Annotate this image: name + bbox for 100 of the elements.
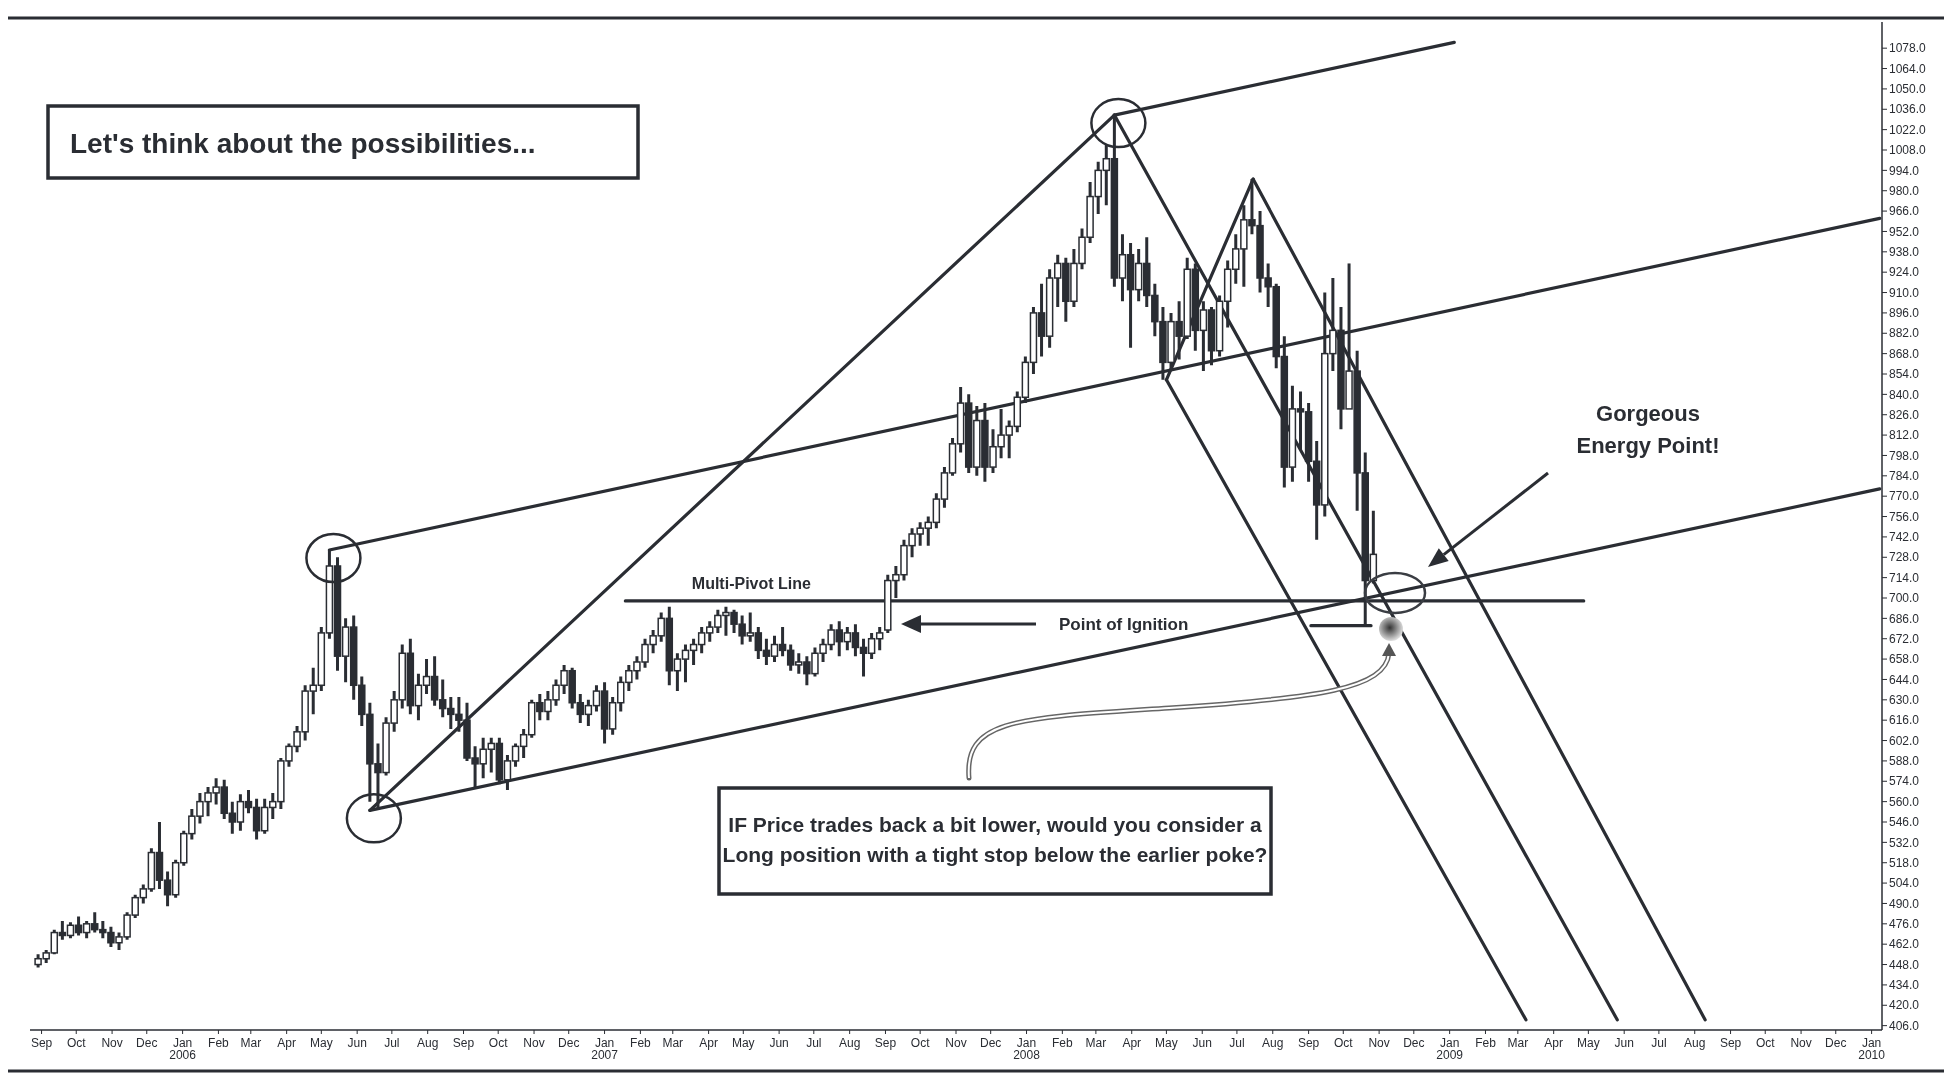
y-tick-label: 406.0 <box>1889 1018 1920 1033</box>
x-tick-label: Sep <box>452 1036 475 1050</box>
x-tick-label: Feb <box>630 1036 652 1050</box>
x-tick-label: Apr <box>699 1036 718 1050</box>
y-tick-label: 1050.0 <box>1889 82 1927 97</box>
x-tick-label: Oct <box>488 1036 509 1050</box>
annotation: IF Price trades back a bit lower, would you consider a Long position with a tight stop below the earlier poke? <box>722 813 1268 866</box>
x-tick-label: May <box>1155 1036 1178 1050</box>
text: Let's think about the possibilities... <box>70 128 536 159</box>
y-tick-label: 574.0 <box>1889 774 1920 789</box>
x-tick-label: Jun <box>1614 1036 1634 1050</box>
y-tick-label: 840.0 <box>1889 387 1920 402</box>
x-tick-label: Jan 2006 <box>169 1036 197 1062</box>
x-tick-label: Aug <box>1262 1036 1284 1050</box>
y-tick-label: 1022.0 <box>1889 122 1927 137</box>
x-tick-label: Dec <box>980 1036 1002 1050</box>
y-tick-label: 504.0 <box>1889 876 1920 891</box>
x-tick-label: Apr <box>277 1036 296 1050</box>
x-tick-label: Jan 2007 <box>591 1036 619 1062</box>
y-tick-label: 476.0 <box>1889 917 1920 932</box>
x-tick-label: Sep <box>874 1036 897 1050</box>
y-tick-label: 812.0 <box>1889 428 1920 443</box>
y-tick-label: 658.0 <box>1889 652 1920 667</box>
x-tick-label: Oct <box>1755 1036 1776 1050</box>
y-tick-label: 462.0 <box>1889 937 1920 952</box>
y-tick-label: 1008.0 <box>1889 143 1927 158</box>
x-tick-label: Oct <box>1333 1036 1354 1050</box>
y-tick-label: 420.0 <box>1889 998 1920 1013</box>
y-tick-label: 490.0 <box>1889 896 1920 911</box>
y-tick-label: 560.0 <box>1889 794 1920 809</box>
x-tick-label: Jul <box>384 1036 400 1050</box>
y-tick-label: 588.0 <box>1889 754 1920 769</box>
x-tick-label: Mar <box>240 1036 262 1050</box>
x-tick-label: Sep <box>30 1036 53 1050</box>
x-tick-label: Feb <box>1475 1036 1497 1050</box>
y-tick-label: 602.0 <box>1889 733 1920 748</box>
x-tick-label: Apr <box>1544 1036 1564 1050</box>
y-tick-label: 630.0 <box>1889 693 1920 708</box>
y-tick-label: 714.0 <box>1889 570 1920 585</box>
y-tick-label: 1064.0 <box>1889 61 1927 76</box>
x-tick-label: Nov <box>523 1036 545 1050</box>
y-tick-label: 616.0 <box>1889 713 1920 728</box>
y-tick-label: 938.0 <box>1889 245 1920 260</box>
x-tick-label: Nov <box>945 1036 967 1050</box>
y-tick-label: 868.0 <box>1889 346 1920 361</box>
x-tick-label: Oct <box>910 1036 931 1050</box>
x-tick-label: Nov <box>1368 1036 1390 1050</box>
x-tick-label: May <box>1577 1036 1600 1050</box>
x-tick-label: Dec <box>136 1036 158 1050</box>
x-tick-label: Dec <box>558 1036 580 1050</box>
x-tick-label: Jan 2009 <box>1436 1036 1464 1062</box>
annotation: Point of Ignition <box>1059 615 1189 634</box>
x-tick-label: Mar <box>1085 1036 1107 1050</box>
x-tick-label: Jul <box>806 1036 822 1050</box>
y-tick-label: 742.0 <box>1889 530 1920 545</box>
x-tick-label: Aug <box>838 1036 861 1050</box>
y-tick-label: 644.0 <box>1889 672 1920 687</box>
x-tick-label: Oct <box>66 1036 87 1050</box>
y-tick-label: 966.0 <box>1889 204 1920 219</box>
y-tick-label: 994.0 <box>1889 163 1920 178</box>
x-tick-label: Mar <box>1507 1036 1529 1050</box>
y-tick-label: 686.0 <box>1889 611 1920 626</box>
x-tick-label: Feb <box>1052 1036 1074 1050</box>
y-tick-label: 854.0 <box>1889 367 1920 382</box>
y-tick-label: 1078.0 <box>1889 41 1927 56</box>
x-tick-label: Dec <box>1403 1036 1425 1050</box>
y-tick-label: 770.0 <box>1889 489 1920 504</box>
x-tick-label: Jun <box>769 1036 789 1050</box>
y-tick-label: 672.0 <box>1889 631 1920 646</box>
x-tick-label: Nov <box>101 1036 123 1050</box>
x-tick-label: Apr <box>1122 1036 1142 1050</box>
x-tick-label: Jul <box>1229 1036 1245 1050</box>
y-tick-label: 924.0 <box>1889 265 1920 280</box>
x-tick-label: Aug <box>417 1036 439 1050</box>
y-tick-label: 1036.0 <box>1889 102 1927 117</box>
x-tick-label: May <box>309 1036 333 1050</box>
y-tick-label: 518.0 <box>1889 855 1920 870</box>
y-tick-label: 700.0 <box>1889 591 1920 606</box>
annotation: Gorgeous Energy Point! <box>1576 401 1720 458</box>
y-tick-label: 952.0 <box>1889 224 1920 239</box>
y-tick-label: 798.0 <box>1889 448 1920 463</box>
x-tick-label: Nov <box>1790 1036 1812 1050</box>
x-tick-label: May <box>731 1036 755 1050</box>
y-tick-label: 728.0 <box>1889 550 1920 565</box>
y-tick-label: 434.0 <box>1889 978 1920 993</box>
x-tick-label: Jan 2010 <box>1858 1036 1886 1062</box>
y-tick-label: 784.0 <box>1889 469 1920 484</box>
x-tick-label: Jul <box>1651 1036 1667 1050</box>
x-tick-label: Aug <box>1684 1036 1706 1050</box>
x-tick-label: Sep <box>1719 1036 1742 1050</box>
y-tick-label: 882.0 <box>1889 326 1920 341</box>
x-tick-label: Dec <box>1825 1036 1847 1050</box>
y-tick-label: 980.0 <box>1889 183 1920 198</box>
x-tick-label: Jun <box>1192 1036 1212 1050</box>
x-tick-label: Jun <box>347 1036 367 1050</box>
y-tick-label: 546.0 <box>1889 815 1920 830</box>
y-tick-label: 448.0 <box>1889 957 1920 972</box>
x-tick-label: Mar <box>662 1036 684 1050</box>
y-tick-label: 532.0 <box>1889 835 1920 850</box>
y-tick-label: 896.0 <box>1889 306 1920 321</box>
